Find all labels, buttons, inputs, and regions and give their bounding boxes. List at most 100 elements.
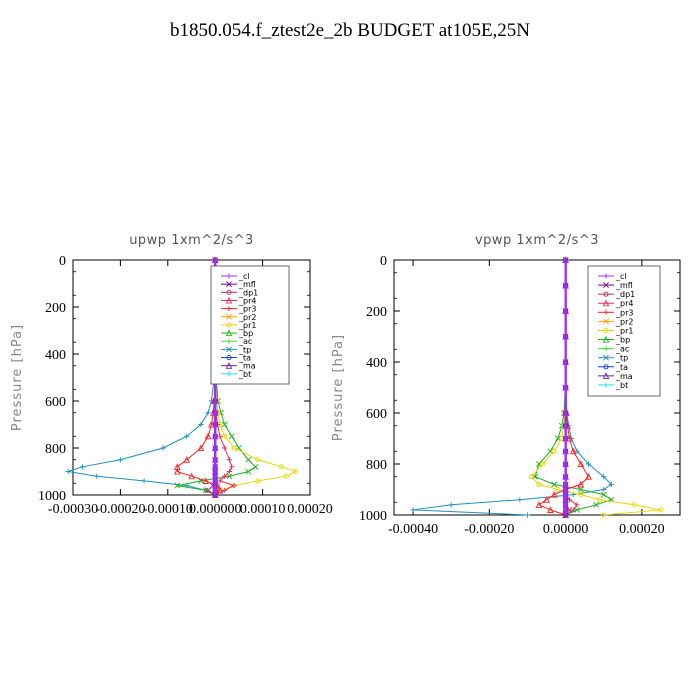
data-point bbox=[202, 477, 210, 484]
y-tick-label: 400 bbox=[45, 348, 66, 363]
legend-marker bbox=[603, 273, 609, 279]
data-point bbox=[222, 445, 228, 451]
series-line bbox=[68, 260, 216, 496]
legend-marker bbox=[226, 306, 232, 312]
data-point bbox=[410, 507, 416, 513]
legend-label: _bp bbox=[615, 336, 630, 345]
legend-marker bbox=[225, 296, 233, 304]
data-point bbox=[555, 435, 561, 442]
legend-label: _ma bbox=[615, 372, 633, 381]
data-point bbox=[600, 491, 607, 498]
data-point bbox=[585, 461, 592, 467]
y-tick-label: 200 bbox=[45, 301, 66, 316]
data-point bbox=[524, 512, 531, 518]
data-point bbox=[197, 444, 205, 452]
data-point bbox=[577, 480, 585, 488]
data-point bbox=[222, 433, 228, 439]
legend-marker bbox=[226, 313, 232, 320]
data-point bbox=[577, 486, 584, 493]
legend-label: _pr2 bbox=[238, 313, 256, 322]
plot-frame bbox=[72, 259, 311, 496]
x-tick-label: -0.00020 bbox=[464, 522, 514, 537]
legend-marker bbox=[603, 309, 609, 315]
data-point bbox=[184, 433, 190, 439]
legend-label: _ac bbox=[238, 337, 252, 346]
legend-label: _pr4 bbox=[238, 296, 256, 305]
data-point bbox=[601, 512, 607, 518]
x-tick-label: -0.00030 bbox=[48, 502, 98, 517]
data-point bbox=[562, 409, 569, 417]
x-tick-label: -0.00040 bbox=[388, 522, 438, 537]
data-point bbox=[574, 506, 580, 513]
data-point bbox=[631, 502, 637, 508]
legend-label: _pr3 bbox=[615, 308, 633, 317]
data-point bbox=[536, 481, 542, 487]
data-point bbox=[562, 358, 569, 366]
legend-label: _pr1 bbox=[615, 326, 633, 335]
data-point bbox=[160, 445, 166, 451]
legend: _cl_mfl_dp1_pr4_pr3_pr2_pr1_bp_ac_tp_ta_… bbox=[210, 265, 290, 385]
y-tick-label: 0 bbox=[59, 254, 66, 269]
x-tick-label: 0.00020 bbox=[619, 522, 665, 537]
data-point bbox=[448, 502, 454, 508]
data-point bbox=[551, 448, 557, 454]
data-point bbox=[226, 468, 233, 475]
data-point bbox=[562, 511, 569, 519]
legend-marker bbox=[603, 364, 609, 370]
legend-label: _ac bbox=[615, 345, 629, 354]
data-point bbox=[245, 468, 252, 475]
data-point bbox=[141, 478, 147, 484]
data-point bbox=[551, 481, 558, 488]
data-point bbox=[211, 456, 219, 463]
data-point bbox=[226, 473, 233, 480]
data-point bbox=[562, 332, 569, 340]
legend-marker bbox=[226, 354, 232, 361]
y-axis-label: Pressure [hPa] bbox=[10, 324, 25, 431]
data-point bbox=[252, 463, 259, 470]
data-point bbox=[198, 421, 204, 428]
data-point bbox=[211, 256, 219, 264]
legend-label: _dp1 bbox=[615, 290, 635, 299]
data-point bbox=[540, 461, 546, 467]
data-point bbox=[174, 482, 181, 489]
y-axis-label: Pressure [hPa] bbox=[331, 334, 346, 441]
legend-label: _pr3 bbox=[238, 305, 256, 314]
plot-1: upwp 1xm^2/s^3 Pressure [hPa] 0 200 400 600 80… bbox=[10, 233, 333, 517]
legend-marker bbox=[226, 322, 232, 328]
data-point bbox=[562, 473, 569, 480]
data-point bbox=[228, 433, 235, 440]
data-point bbox=[562, 447, 569, 455]
data-point bbox=[229, 464, 235, 470]
data-point bbox=[574, 448, 580, 454]
data-point bbox=[601, 486, 607, 493]
data-point bbox=[222, 487, 228, 493]
legend-marker bbox=[226, 371, 232, 377]
data-point bbox=[593, 501, 600, 508]
data-point bbox=[658, 507, 664, 513]
legend-label: _ta bbox=[238, 354, 251, 363]
data-point bbox=[517, 497, 523, 503]
data-point bbox=[279, 464, 285, 470]
legend-label: _pr1 bbox=[238, 321, 256, 330]
data-point bbox=[547, 506, 554, 513]
series-line bbox=[413, 260, 613, 516]
data-point bbox=[543, 496, 550, 503]
y-tick-label: 800 bbox=[45, 442, 66, 457]
x-tick-label: -0.00010 bbox=[143, 502, 193, 517]
x-tick-label: 0.00000 bbox=[543, 522, 589, 537]
legend-marker bbox=[603, 346, 609, 352]
legend-marker bbox=[226, 346, 232, 353]
data-point bbox=[550, 490, 558, 498]
legend-label: _cl bbox=[238, 272, 250, 281]
data-point bbox=[231, 445, 237, 451]
data-point bbox=[562, 422, 569, 429]
legend-label: _cl bbox=[615, 272, 627, 281]
legend-label: _bp bbox=[238, 329, 253, 338]
legend-label: _pr4 bbox=[615, 299, 633, 308]
data-point bbox=[585, 473, 592, 480]
legend-box bbox=[587, 265, 661, 397]
y-tick-label: 600 bbox=[45, 395, 66, 410]
legend-marker bbox=[226, 289, 232, 295]
data-point bbox=[211, 444, 219, 452]
data-point bbox=[65, 468, 71, 475]
